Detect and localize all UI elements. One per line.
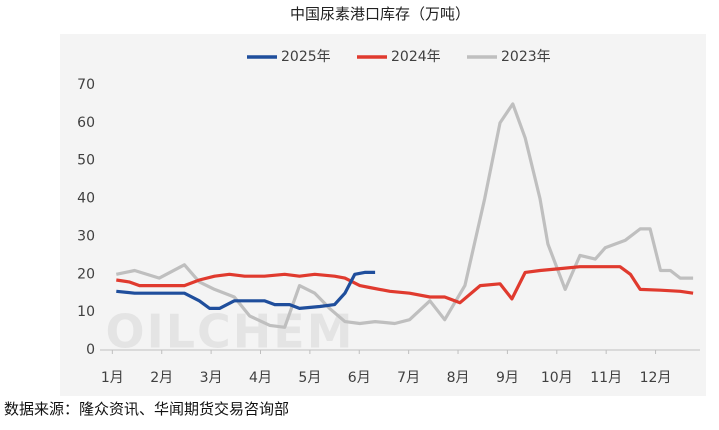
y-tick-label: 60 (77, 115, 95, 131)
x-tick-label: 11月 (590, 370, 622, 386)
chart-title: 中国尿素港口库存（万吨） (290, 5, 470, 23)
series-line (116, 270, 376, 310)
x-tick-label: 9月 (496, 370, 519, 386)
x-tick-label: 10月 (541, 370, 573, 386)
y-tick-label: 20 (77, 266, 95, 282)
x-tick-label: 3月 (200, 370, 223, 386)
source-note: 数据来源：隆众资讯、华闻期货交易咨询部 (4, 400, 289, 418)
x-tick-label: 7月 (397, 370, 420, 386)
series-line (116, 265, 694, 305)
y-tick-label: 40 (77, 191, 95, 207)
x-tick-label: 1月 (101, 370, 124, 386)
y-tick-label: 10 (77, 304, 95, 320)
y-tick-label: 70 (77, 77, 95, 93)
y-tick-label: 50 (77, 153, 95, 169)
legend-label: 2024年 (391, 49, 441, 65)
x-tick-label: 6月 (348, 370, 371, 386)
y-tick-label: 0 (86, 342, 95, 358)
legend-label: 2023年 (501, 49, 551, 65)
plot-panel (60, 34, 706, 396)
x-tick-label: 12月 (640, 370, 672, 386)
legend-label: 2025年 (281, 49, 331, 65)
x-tick-label: 4月 (249, 370, 272, 386)
x-tick-label: 2月 (150, 370, 173, 386)
x-tick-label: 8月 (447, 370, 470, 386)
x-tick-label: 5月 (298, 370, 321, 386)
y-tick-label: 30 (77, 228, 95, 244)
